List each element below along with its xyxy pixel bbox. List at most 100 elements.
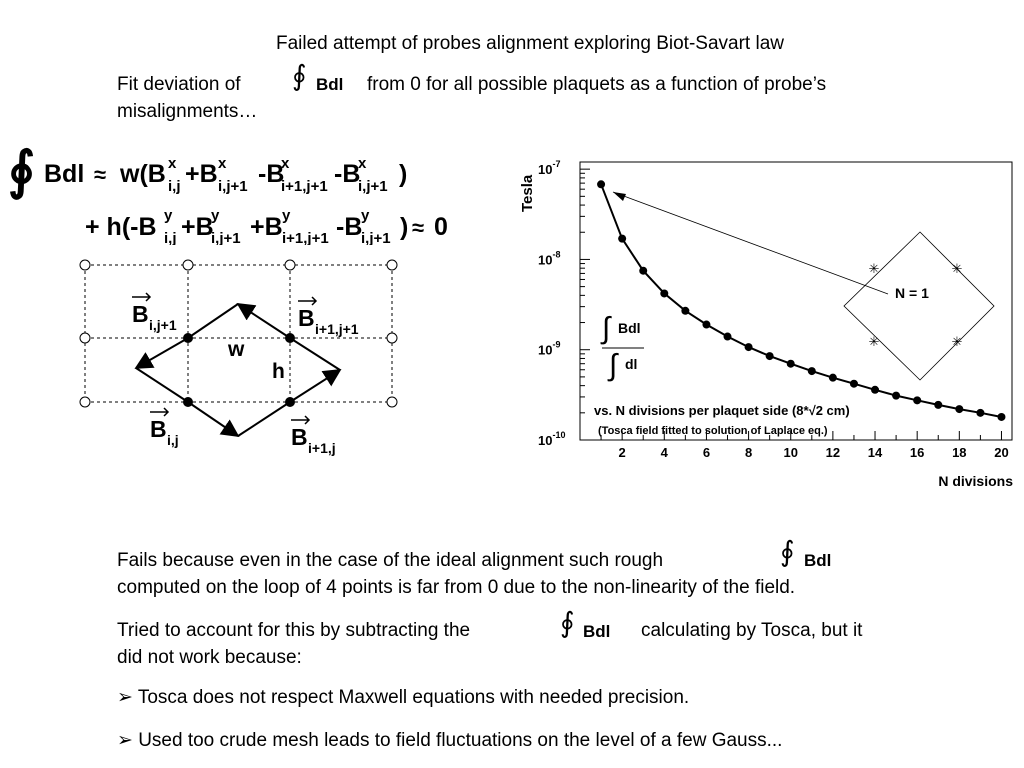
annotation-n1: N = 1 (895, 285, 929, 301)
label-w: w (227, 338, 245, 361)
x-tick-label: 8 (745, 445, 752, 460)
svg-text:-B: -B (334, 160, 360, 188)
annotation-line1: vs. N divisions per plaquet side (8*√2 c… (594, 403, 850, 418)
sup-x-3: x (281, 155, 290, 172)
svg-text:✳: ✳ (952, 261, 963, 276)
sup-x-2: x (218, 155, 227, 172)
data-point (913, 396, 922, 405)
label-b-ij1-idx: i,j+1 (149, 317, 177, 333)
x-tick-labels: 2 4 6 8 10 12 14 16 18 20 (619, 445, 1009, 460)
svg-text:+B: +B (181, 213, 214, 241)
fails-line2: computed on the loop of 4 points is far … (117, 577, 796, 598)
inset-plaquet: ✳ ✳ ✳ ✳ N = 1 (612, 191, 995, 381)
data-point (618, 234, 627, 243)
contour-integral-icon: ∮ (8, 142, 35, 200)
eq-bdl: Bdl (44, 160, 84, 188)
eq-approx-2: ≈ (412, 215, 424, 240)
data-point (807, 367, 816, 376)
loop-arrows (134, 303, 342, 438)
bdl-label: Bdl (316, 75, 344, 94)
x-axis-label: N divisions (938, 473, 1013, 489)
x-tick-label: 10 (783, 445, 797, 460)
y-tick-label: 10-7 (538, 159, 560, 177)
bullet-text: Used too crude mesh leads to field fluct… (138, 730, 783, 751)
bullet-item: ➢ Tosca does not respect Maxwell equatio… (117, 685, 689, 711)
svg-text:-B: -B (258, 160, 284, 188)
data-point (786, 359, 795, 368)
y-tick-labels: 10-7 10-8 10-9 10-10 (538, 159, 565, 448)
x-tick-label: 16 (910, 445, 924, 460)
data-point (639, 266, 648, 275)
label-b-i1j: B (291, 424, 308, 450)
data-point (871, 385, 880, 394)
data-points (597, 180, 1006, 421)
data-point (744, 343, 753, 352)
eq-close-2: ) (400, 213, 408, 241)
label-h: h (272, 360, 285, 383)
plaquet-equation: ∮ Bdl ≈ w(B x i,j +B x i,j+1 -B x i+1,j+… (8, 142, 448, 245)
slide-title: Failed attempt of probes alignment explo… (276, 33, 784, 54)
label-b-ij1: B (132, 301, 149, 327)
y-tick-label: 10-10 (538, 430, 565, 448)
data-point (955, 405, 964, 414)
x-tick-label: 18 (952, 445, 966, 460)
bullet-item: ➢ Used too crude mesh leads to field flu… (117, 728, 782, 754)
sup-y-2: y (211, 207, 220, 224)
eq-approx: ≈ (94, 162, 106, 187)
data-point (681, 306, 690, 315)
svg-text:-B: -B (336, 213, 362, 241)
contour-integral-icon: ∮ (560, 606, 575, 639)
x-tick-label: 12 (826, 445, 840, 460)
ratio-numerator: Bdl (618, 320, 641, 336)
data-point (702, 320, 711, 329)
data-point (597, 180, 606, 189)
sub-i1j1-1: i+1,j+1 (281, 178, 328, 195)
sub-ij1-4: i,j+1 (361, 230, 391, 245)
data-point (723, 332, 732, 341)
axis-ticks (580, 168, 1002, 441)
sub-ij-2: i,j (164, 230, 177, 245)
tried-line1-end: calculating by Tosca, but it (641, 620, 863, 641)
intro-text-end: from 0 for all possible plaquets as a fu… (367, 74, 827, 95)
bdl-label: Bdl (804, 551, 832, 570)
data-point (765, 352, 774, 361)
y-tick-label: 10-8 (538, 249, 560, 267)
sub-i1j1-2: i+1,j+1 (282, 230, 329, 245)
bdl-label: Bdl (583, 622, 611, 641)
label-b-i1j1: B (298, 305, 315, 331)
svg-text:✳: ✳ (869, 261, 880, 276)
tried-line2: did not work because: (117, 647, 302, 668)
eq-h-term: + h(-B (85, 213, 157, 241)
sup-x-1: x (168, 155, 177, 172)
data-point (997, 412, 1006, 421)
tried-line1: Tried to account for this by subtracting… (117, 620, 471, 641)
plot-frame (579, 161, 1013, 441)
fails-line1: Fails because even in the case of the id… (117, 550, 664, 571)
integral-icon-2: ∫ (607, 349, 619, 382)
label-b-i1j1-idx: i+1,j+1 (315, 321, 359, 337)
label-b-ij: B (150, 416, 167, 442)
x-tick-label: 20 (994, 445, 1008, 460)
x-tick-label: 4 (661, 445, 669, 460)
intro-text-line2: misalignments… (117, 101, 258, 122)
x-tick-label: 2 (619, 445, 626, 460)
data-point (660, 289, 669, 298)
data-point (934, 400, 943, 409)
eq-close-1: ) (399, 160, 407, 188)
sup-y-4: y (361, 207, 370, 224)
label-b-ij-idx: i,j (167, 432, 179, 448)
bullet-arrow-icon: ➢ (117, 730, 133, 751)
svg-text:+B: +B (250, 213, 283, 241)
y-axis-label: Tesla (519, 174, 536, 212)
x-tick-label: 6 (703, 445, 710, 460)
sub-ij1-1: i,j+1 (218, 178, 248, 195)
svg-text:✳: ✳ (869, 334, 880, 349)
svg-text:+B: +B (185, 160, 218, 188)
ratio-label: ∫ Bdl ∫ dl (600, 312, 644, 382)
sub-ij-1: i,j (168, 178, 181, 195)
plaquet-diagram: w h B i,j+1 B i+1,j+1 B i,j B i+1,j (79, 259, 398, 456)
label-b-i1j-idx: i+1,j (308, 440, 336, 456)
bullet-text: Tosca does not respect Maxwell equations… (137, 687, 690, 708)
intro-text-start: Fit deviation of (117, 74, 241, 95)
sup-y-1: y (164, 207, 173, 224)
